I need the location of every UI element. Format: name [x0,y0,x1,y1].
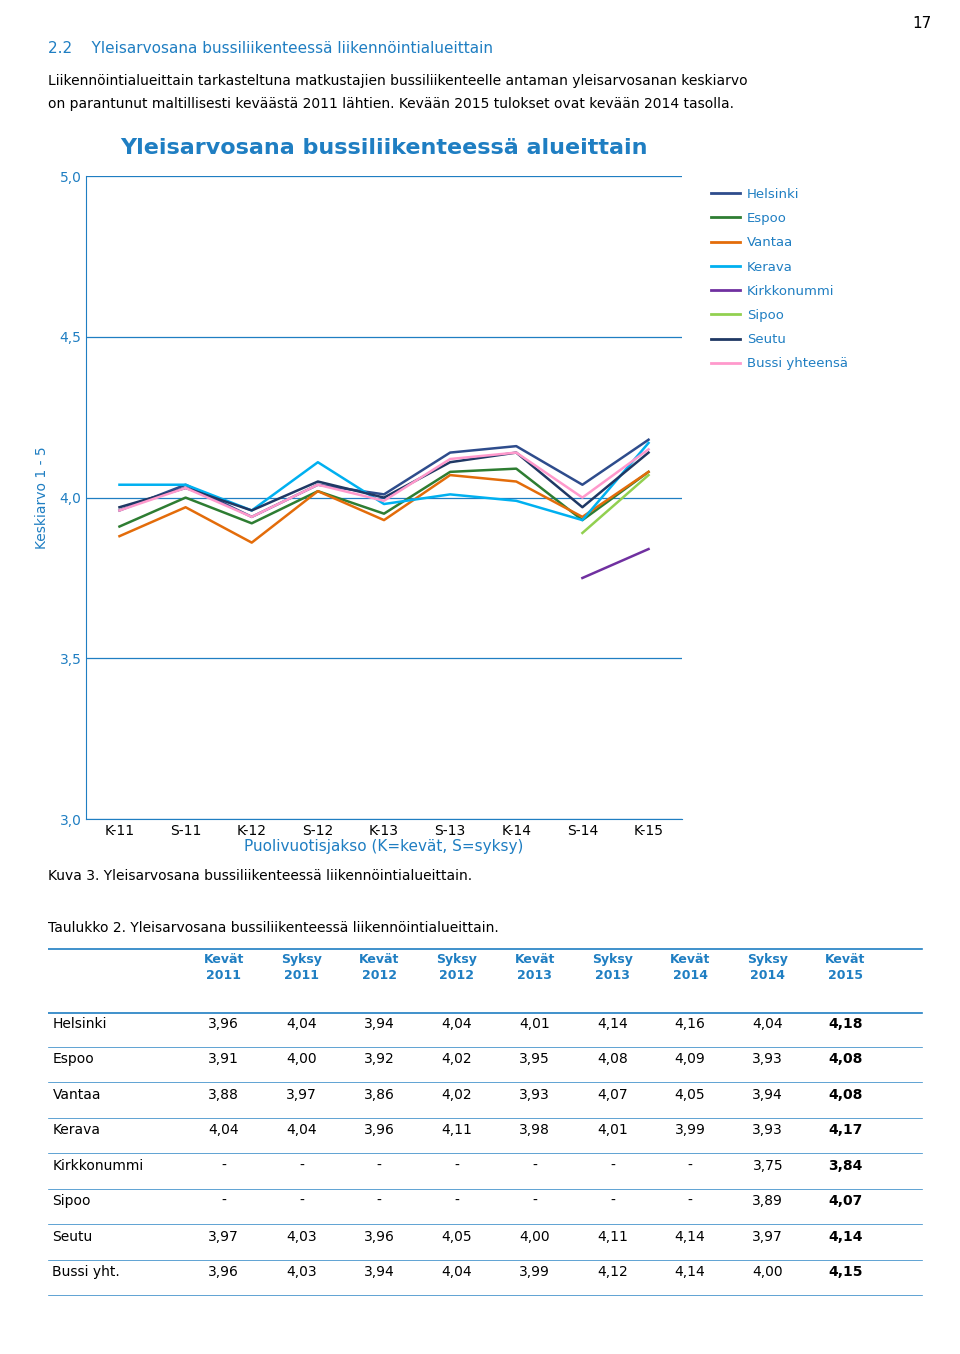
Text: Seutu: Seutu [53,1229,93,1243]
Text: 4,08: 4,08 [828,1087,863,1102]
Text: 3,99: 3,99 [675,1122,706,1137]
Text: Kirkkonummi: Kirkkonummi [53,1159,144,1173]
Text: 4,11: 4,11 [597,1229,628,1243]
Text: 4,11: 4,11 [442,1122,472,1137]
Text: 3,97: 3,97 [208,1229,239,1243]
Text: Vantaa: Vantaa [53,1087,101,1102]
Text: 3,96: 3,96 [364,1122,395,1137]
Text: 17: 17 [912,16,931,31]
Text: 3,96: 3,96 [208,1265,239,1280]
Text: Kevät
2011: Kevät 2011 [204,953,244,982]
Text: -: - [687,1159,692,1173]
Text: 4,09: 4,09 [675,1052,706,1066]
Text: 4,04: 4,04 [286,1122,317,1137]
Text: 4,05: 4,05 [675,1087,706,1102]
Text: 3,97: 3,97 [286,1087,317,1102]
Text: 4,03: 4,03 [286,1229,317,1243]
Text: 4,04: 4,04 [286,1017,317,1030]
Text: 4,01: 4,01 [519,1017,550,1030]
Text: 4,01: 4,01 [597,1122,628,1137]
Text: 3,95: 3,95 [519,1052,550,1066]
Text: -: - [610,1159,614,1173]
Text: 3,91: 3,91 [208,1052,239,1066]
Legend: Helsinki, Espoo, Vantaa, Kerava, Kirkkonummi, Sipoo, Seutu, Bussi yhteensä: Helsinki, Espoo, Vantaa, Kerava, Kirkkon… [706,183,853,375]
Text: Bussi yht.: Bussi yht. [53,1265,120,1280]
Y-axis label: Keskiarvo 1 - 5: Keskiarvo 1 - 5 [35,447,49,548]
Text: 2.2    Yleisarvosana bussiliikenteessä liikennöintialueittain: 2.2 Yleisarvosana bussiliikenteessä liik… [48,41,493,56]
Text: Yleisarvosana bussiliikenteessä alueittain: Yleisarvosana bussiliikenteessä alueitta… [120,138,648,158]
Text: Kevät
2012: Kevät 2012 [359,953,399,982]
Text: Kuva 3. Yleisarvosana bussiliikenteessä liikennöintialueittain.: Kuva 3. Yleisarvosana bussiliikenteessä … [48,869,472,883]
Text: 4,15: 4,15 [828,1265,863,1280]
Text: -: - [300,1159,304,1173]
Text: 4,12: 4,12 [597,1265,628,1280]
Text: Sipoo: Sipoo [53,1194,91,1208]
Text: -: - [610,1194,614,1208]
Text: 4,14: 4,14 [675,1265,706,1280]
Text: 4,08: 4,08 [597,1052,628,1066]
Text: 3,84: 3,84 [828,1159,863,1173]
Text: -: - [454,1194,459,1208]
Text: Syksy
2013: Syksy 2013 [592,953,633,982]
Text: 4,16: 4,16 [675,1017,706,1030]
Text: 4,04: 4,04 [442,1265,472,1280]
Text: 4,07: 4,07 [597,1087,628,1102]
Text: Helsinki: Helsinki [53,1017,107,1030]
Text: -: - [454,1159,459,1173]
Text: 4,07: 4,07 [828,1194,863,1208]
Text: Kerava: Kerava [53,1122,101,1137]
Text: 3,89: 3,89 [753,1194,783,1208]
Text: Syksy
2014: Syksy 2014 [748,953,788,982]
Text: 3,93: 3,93 [753,1122,783,1137]
Text: 4,14: 4,14 [675,1229,706,1243]
Text: 4,18: 4,18 [828,1017,863,1030]
Text: -: - [376,1159,382,1173]
Text: 3,94: 3,94 [364,1265,395,1280]
Text: 3,86: 3,86 [364,1087,395,1102]
Text: 3,97: 3,97 [753,1229,783,1243]
Text: 3,88: 3,88 [208,1087,239,1102]
Text: 4,17: 4,17 [828,1122,863,1137]
Text: Syksy
2011: Syksy 2011 [281,953,322,982]
Text: 4,14: 4,14 [597,1017,628,1030]
Text: 4,02: 4,02 [442,1052,472,1066]
Text: Taulukko 2. Yleisarvosana bussiliikenteessä liikennöintialueittain.: Taulukko 2. Yleisarvosana bussiliikentee… [48,921,499,934]
Text: Syksy
2012: Syksy 2012 [437,953,477,982]
Text: -: - [300,1194,304,1208]
Text: 4,03: 4,03 [286,1265,317,1280]
Text: 4,04: 4,04 [753,1017,783,1030]
Text: Kevät
2014: Kevät 2014 [670,953,710,982]
Text: -: - [687,1194,692,1208]
Text: 3,98: 3,98 [519,1122,550,1137]
Text: 4,05: 4,05 [442,1229,472,1243]
Text: 3,93: 3,93 [519,1087,550,1102]
Text: -: - [376,1194,382,1208]
Text: -: - [222,1159,227,1173]
Text: 4,04: 4,04 [208,1122,239,1137]
Text: 3,96: 3,96 [208,1017,239,1030]
Text: 3,96: 3,96 [364,1229,395,1243]
Text: 3,99: 3,99 [519,1265,550,1280]
Text: 3,75: 3,75 [753,1159,783,1173]
Text: 4,00: 4,00 [286,1052,317,1066]
Text: 4,00: 4,00 [519,1229,550,1243]
Text: on parantunut maltillisesti keväästä 2011 lähtien. Kevään 2015 tulokset ovat kev: on parantunut maltillisesti keväästä 201… [48,97,734,111]
Text: Puolivuotisjakso (K=kevät, S=syksy): Puolivuotisjakso (K=kevät, S=syksy) [244,839,524,854]
Text: -: - [532,1194,537,1208]
Text: -: - [222,1194,227,1208]
Text: 3,94: 3,94 [753,1087,783,1102]
Text: 4,00: 4,00 [753,1265,783,1280]
Text: Espoo: Espoo [53,1052,94,1066]
Text: 3,94: 3,94 [364,1017,395,1030]
Text: Kevät
2013: Kevät 2013 [515,953,555,982]
Text: Liikennöintialueittain tarkasteltuna matkustajien bussiliikenteelle antaman ylei: Liikennöintialueittain tarkasteltuna mat… [48,74,748,88]
Text: Kevät
2015: Kevät 2015 [826,953,866,982]
Text: -: - [532,1159,537,1173]
Text: 4,02: 4,02 [442,1087,472,1102]
Text: 4,04: 4,04 [442,1017,472,1030]
Text: 3,93: 3,93 [753,1052,783,1066]
Text: 4,14: 4,14 [828,1229,863,1243]
Text: 4,08: 4,08 [828,1052,863,1066]
Text: 3,92: 3,92 [364,1052,395,1066]
